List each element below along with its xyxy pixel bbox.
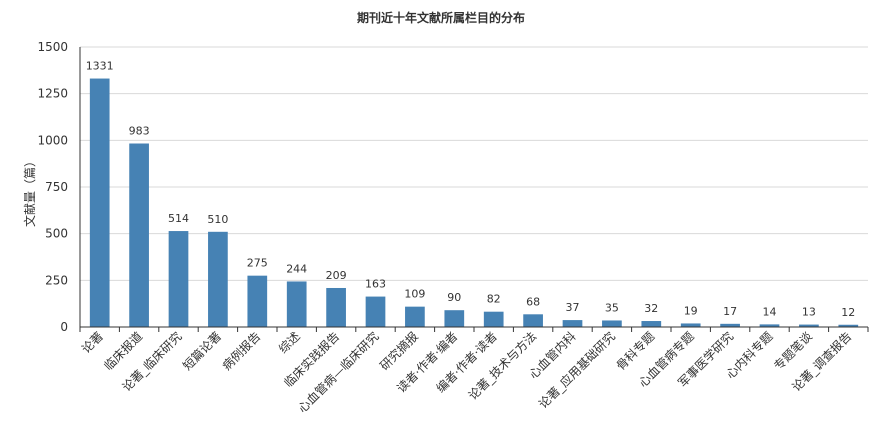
bar [326,287,346,327]
data-label: 14 [763,305,777,318]
bars [89,78,859,328]
data-label: 275 [247,257,268,270]
bar [365,296,386,327]
data-label: 13 [802,306,816,319]
data-label: 17 [723,305,737,318]
bar [838,324,859,327]
bar [168,231,189,327]
data-label: 35 [605,301,619,314]
bar [247,275,268,327]
bar [562,320,583,327]
x-tick-label: 病例报告 [219,329,264,374]
bar [286,281,307,327]
axes [79,47,868,332]
data-label: 109 [404,288,425,301]
y-axis-ticks: 0 250 500 750 1000 1250 1500 [37,40,68,334]
bar [720,323,740,327]
data-label: 510 [207,213,228,226]
data-label: 68 [526,295,540,308]
data-label: 12 [841,306,855,319]
bar [129,143,149,327]
data-label: 19 [684,304,698,317]
data-label: 983 [129,125,150,138]
y-tick-label: 0 [60,320,68,334]
x-tick-label: 综述 [276,329,303,356]
data-label: 244 [286,262,307,275]
bar [483,311,504,327]
x-tick-label: 短篇论著 [179,329,224,374]
data-label: 37 [566,301,580,314]
y-tick-label: 250 [45,273,68,287]
data-label: 209 [326,269,347,282]
gridlines [80,46,868,281]
bar [89,78,110,328]
bar [641,321,662,327]
data-label: 82 [487,293,501,306]
y-axis-label: 文献量（篇） [22,155,37,227]
data-label: 90 [447,291,461,304]
data-label: 514 [168,212,189,225]
bar [602,320,622,327]
bar [759,324,780,327]
x-tick-label: 论著_技术与方法 [465,329,539,403]
y-tick-label: 1500 [37,40,68,54]
data-labels: 1331 983 514 510 275 244 209 163 109 90 82 68 37 35 32… [86,60,856,319]
bar [523,314,543,327]
bar [799,324,819,327]
y-tick-label: 1250 [37,87,68,101]
y-tick-label: 500 [45,227,68,241]
y-tick-label: 750 [45,180,68,194]
chart-title: 期刊近十年文献所属栏目的分布 [357,10,525,25]
bar [680,323,701,327]
x-tick-label: 论著 [79,329,106,356]
bar [208,231,228,327]
bar [405,306,425,327]
data-label: 163 [365,278,386,291]
y-tick-label: 1000 [37,133,68,147]
data-label: 32 [644,302,658,315]
bar [444,310,465,327]
data-label: 1331 [86,60,114,73]
